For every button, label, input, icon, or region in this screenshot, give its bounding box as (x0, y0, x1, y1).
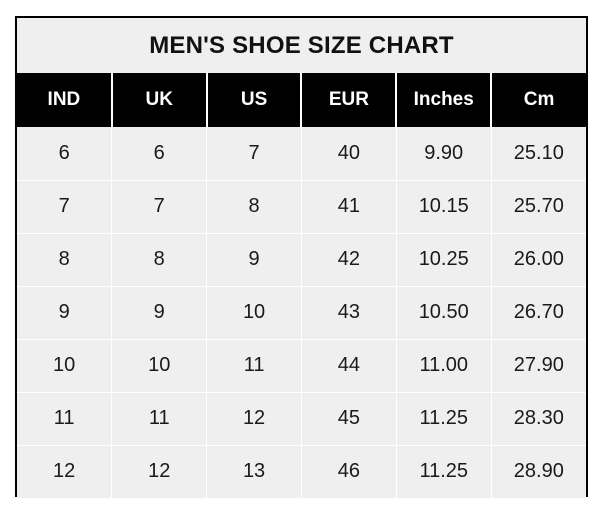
cell-inches: 10.50 (395, 285, 492, 339)
table-row: 11 11 12 45 11.25 28.30 (17, 391, 586, 445)
cell-uk: 6 (111, 127, 207, 180)
cell-uk: 12 (111, 444, 207, 498)
cell-inches: 11.25 (395, 444, 492, 498)
column-header-inches: Inches (395, 73, 492, 127)
cell-cm: 28.90 (490, 444, 586, 498)
table-row: 7 7 8 41 10.15 25.70 (17, 179, 586, 233)
cell-eur: 40 (300, 127, 397, 180)
cell-uk: 7 (111, 179, 207, 233)
cell-cm: 25.10 (490, 127, 586, 180)
table-row: 10 10 11 44 11.00 27.90 (17, 338, 586, 392)
cell-us: 8 (206, 179, 302, 233)
cell-us: 13 (206, 444, 302, 498)
cell-eur: 43 (300, 285, 397, 339)
cell-eur: 42 (300, 232, 397, 286)
table-row: 6 6 7 40 9.90 25.10 (17, 127, 586, 180)
cell-ind: 9 (17, 285, 112, 339)
cell-inches: 10.25 (395, 232, 492, 286)
cell-us: 12 (206, 391, 302, 445)
cell-inches: 10.15 (395, 179, 492, 233)
cell-ind: 6 (17, 127, 112, 180)
table-row: 8 8 9 42 10.25 26.00 (17, 232, 586, 286)
cell-ind: 8 (17, 232, 112, 286)
table-body: 6 6 7 40 9.90 25.10 7 7 8 41 10.15 25.70 8 8 9 42 10.25 2… (17, 127, 586, 498)
cell-us: 11 (206, 338, 302, 392)
size-chart-container: MEN'S SHOE SIZE CHART IND UK US EUR Inches Cm… (15, 16, 588, 498)
cell-ind: 10 (17, 338, 112, 392)
cell-uk: 9 (111, 285, 207, 339)
table-row: 9 9 10 43 10.50 26.70 (17, 285, 586, 339)
cell-uk: 8 (111, 232, 207, 286)
cell-uk: 11 (111, 391, 207, 445)
cell-eur: 45 (300, 391, 397, 445)
cell-us: 10 (206, 285, 302, 339)
cell-us: 7 (206, 127, 302, 180)
table-header-row: IND UK US EUR Inches Cm (17, 73, 586, 127)
table-header: IND UK US EUR Inches Cm (17, 73, 586, 127)
cell-eur: 46 (300, 444, 397, 498)
page-title: MEN'S SHOE SIZE CHART (17, 18, 586, 73)
cell-eur: 41 (300, 179, 397, 233)
cell-us: 9 (206, 232, 302, 286)
cell-cm: 25.70 (490, 179, 586, 233)
column-header-ind: IND (17, 73, 112, 127)
cell-ind: 11 (17, 391, 112, 445)
cell-eur: 44 (300, 338, 397, 392)
cell-uk: 10 (111, 338, 207, 392)
table-row: 12 12 13 46 11.25 28.90 (17, 444, 586, 498)
cell-inches: 11.00 (395, 338, 492, 392)
cell-cm: 26.70 (490, 285, 586, 339)
cell-inches: 11.25 (395, 391, 492, 445)
shoe-size-table: IND UK US EUR Inches Cm 6 6 7 40 9.90 25.10 7 7 8 41 10… (17, 73, 586, 498)
cell-inches: 9.90 (395, 127, 492, 180)
cell-ind: 7 (17, 179, 112, 233)
column-header-eur: EUR (300, 73, 397, 127)
cell-cm: 27.90 (490, 338, 586, 392)
cell-cm: 26.00 (490, 232, 586, 286)
column-header-cm: Cm (490, 73, 586, 127)
column-header-us: US (205, 73, 302, 127)
cell-ind: 12 (17, 444, 112, 498)
column-header-uk: UK (110, 73, 207, 127)
cell-cm: 28.30 (490, 391, 586, 445)
